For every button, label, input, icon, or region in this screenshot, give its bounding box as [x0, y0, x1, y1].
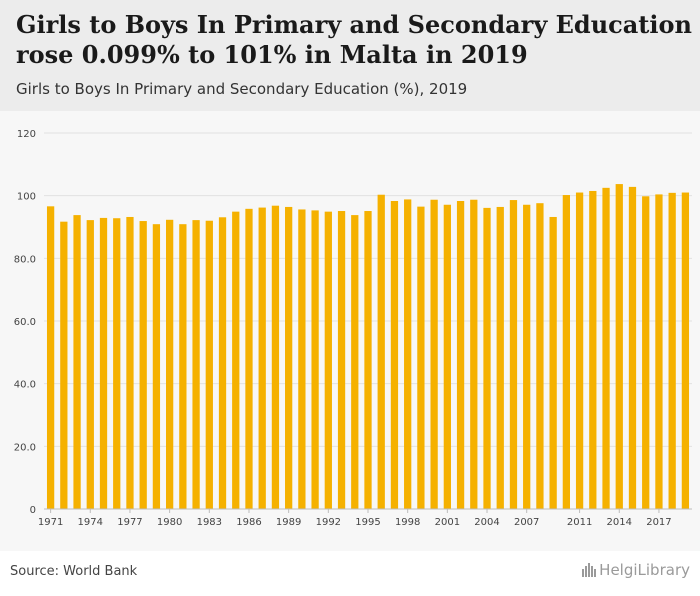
bar [562, 195, 571, 509]
y-tick-label: 120 [17, 129, 36, 140]
bar [311, 210, 319, 509]
source-note: Source: World Bank [10, 564, 138, 579]
bar [337, 211, 346, 509]
bar [668, 192, 676, 509]
bar [165, 219, 174, 509]
x-tick-label: 2004 [474, 517, 499, 528]
bar [509, 200, 518, 509]
bar [575, 192, 584, 509]
x-tick-label: 1998 [395, 517, 420, 528]
bar [377, 194, 385, 509]
bar [205, 220, 213, 509]
bar [681, 192, 690, 509]
bar [390, 200, 399, 509]
bar [152, 224, 161, 509]
x-tick-label: 1971 [38, 517, 63, 528]
bar [642, 196, 650, 509]
chart-title: Girls to Boys In Primary and Secondary E… [16, 10, 692, 69]
x-tick-label: 2007 [514, 517, 539, 528]
bar [60, 221, 68, 509]
x-tick-label: 2014 [607, 517, 632, 528]
header: Girls to Boys In Primary and Secondary E… [0, 0, 700, 111]
bar [126, 216, 134, 509]
bar [113, 218, 121, 509]
x-tick-label: 1992 [316, 517, 341, 528]
bar [298, 209, 306, 509]
bar [536, 203, 544, 509]
bar [456, 200, 465, 509]
bar [285, 206, 293, 509]
y-tick-label: 100 [17, 192, 36, 203]
chart-subtitle: Girls to Boys In Primary and Secondary E… [16, 80, 468, 98]
bar [364, 211, 372, 509]
x-tick-label: 1983 [197, 517, 222, 528]
bar [496, 206, 504, 509]
x-tick-label: 2001 [435, 517, 460, 528]
x-tick-label: 1986 [236, 517, 261, 528]
bar [99, 217, 108, 509]
x-tick-label: 1977 [117, 517, 142, 528]
x-tick-label: 2017 [646, 517, 671, 528]
bar [271, 205, 280, 509]
y-tick-label: 80.0 [14, 254, 36, 265]
bar [443, 204, 451, 509]
bar [218, 217, 227, 509]
bar [86, 220, 94, 509]
plot-area: 0 20.0 40.0 60.0 80.0 100 120 1971 1974 1977 1980 1… [0, 111, 700, 551]
x-tick-label: 1980 [157, 517, 182, 528]
bar [417, 206, 425, 509]
bar [470, 199, 478, 509]
bar [430, 199, 438, 509]
bar [351, 215, 359, 509]
bar [602, 187, 610, 509]
x-tick-label: 1989 [276, 517, 301, 528]
y-tick-label: 40.0 [14, 380, 36, 391]
bar [655, 194, 663, 509]
bar [589, 190, 597, 509]
helgi-library-logo: HelgiLibrary [582, 561, 690, 579]
bar [404, 199, 412, 509]
logo-text: HelgiLibrary [599, 561, 690, 579]
y-tick-label: 20.0 [14, 442, 36, 453]
bar [523, 204, 531, 509]
bar [549, 216, 557, 509]
bar [324, 211, 332, 509]
y-tick-label: 60.0 [14, 317, 36, 328]
bar [192, 220, 200, 509]
bar [245, 208, 253, 509]
bar [139, 221, 147, 509]
bar [483, 207, 491, 509]
bar [615, 184, 623, 509]
y-tick-label: 0 [30, 505, 36, 516]
bar [628, 186, 637, 509]
x-tick-label: 2011 [567, 517, 592, 528]
x-tick-label: 1995 [355, 517, 380, 528]
bar [258, 207, 266, 509]
bar [46, 206, 55, 509]
bar [232, 211, 240, 509]
bar-chart: 0 20.0 40.0 60.0 80.0 100 120 1971 1974 1977 1980 1… [14, 129, 692, 528]
x-tick-label: 1974 [78, 517, 103, 528]
bar [179, 224, 187, 509]
bar [73, 215, 81, 509]
library-building-icon [582, 563, 597, 577]
